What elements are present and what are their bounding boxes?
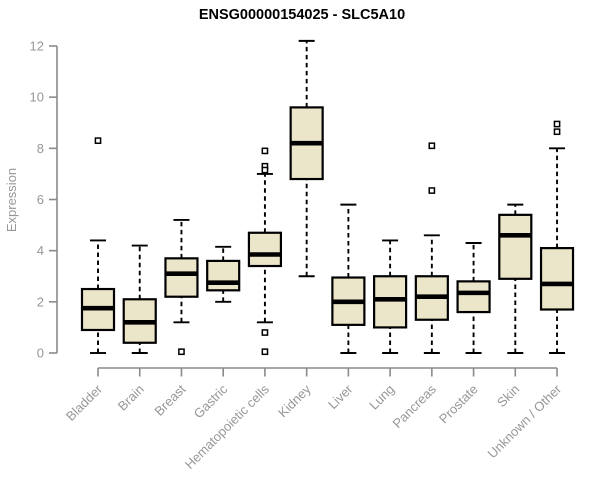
boxplot-kidney <box>289 39 324 278</box>
y-tick-label-4: 4 <box>37 243 44 258</box>
x-tick-label-breast: Breast <box>151 381 188 418</box>
boxplot-liver <box>331 203 366 354</box>
boxplot-unknown-other <box>539 120 575 354</box>
outlier-point <box>178 348 185 356</box>
boxplot-brain <box>122 244 157 354</box>
iqr-box <box>206 259 241 292</box>
y-tick-label-8: 8 <box>37 141 44 156</box>
box-series <box>80 39 575 356</box>
outlier-point <box>428 142 436 150</box>
y-tick-label-10: 10 <box>30 90 44 105</box>
iqr-box <box>539 247 575 311</box>
x-tick-label-skin: Skin <box>494 382 522 410</box>
x-tick-label-bladder: Bladder <box>63 381 106 424</box>
x-tick-label-gastric: Gastric <box>191 381 231 421</box>
y-axis: 0 2 4 6 8 10 12 <box>30 39 58 361</box>
iqr-box <box>247 231 283 268</box>
iqr-box <box>498 213 533 280</box>
boxplot-bladder <box>80 137 116 354</box>
boxplot-skin <box>498 203 533 354</box>
boxplot-lung <box>373 239 408 354</box>
iqr-box <box>373 275 408 329</box>
iqr-box <box>456 280 491 314</box>
iqr-box <box>164 257 199 298</box>
boxplot-gastric <box>206 245 241 303</box>
outlier-point <box>553 128 561 136</box>
outlier-point <box>428 187 436 194</box>
x-tick-label-lung: Lung <box>366 382 397 413</box>
chart-title: ENSG00000154025 - SLC5A10 <box>199 7 405 23</box>
x-tick-label-pancreas: Pancreas <box>390 381 440 431</box>
y-tick-label-6: 6 <box>37 192 44 207</box>
outlier-point <box>94 137 102 145</box>
boxplot-pancreas <box>414 142 449 354</box>
boxplot-hematopoietic-cells <box>247 147 283 356</box>
x-tick-label-prostate: Prostate <box>436 382 481 427</box>
y-tick-label-2: 2 <box>37 294 44 309</box>
x-tick-label-brain: Brain <box>115 382 147 414</box>
y-tick-label-12: 12 <box>30 39 44 54</box>
y-axis-label: Expression <box>4 168 19 232</box>
boxplot-prostate <box>456 242 491 354</box>
outlier-point <box>261 348 269 356</box>
boxplot-breast <box>164 219 199 356</box>
outlier-point <box>261 147 269 155</box>
y-tick-label-0: 0 <box>37 346 44 361</box>
outlier-point <box>261 329 269 336</box>
x-tick-label-unknown-other: Unknown / Other <box>485 381 565 461</box>
x-tick-label-kidney: Kidney <box>275 381 314 420</box>
x-tick-label-liver: Liver <box>325 381 356 412</box>
outlier-point <box>553 120 561 128</box>
outlier-point <box>261 166 269 174</box>
